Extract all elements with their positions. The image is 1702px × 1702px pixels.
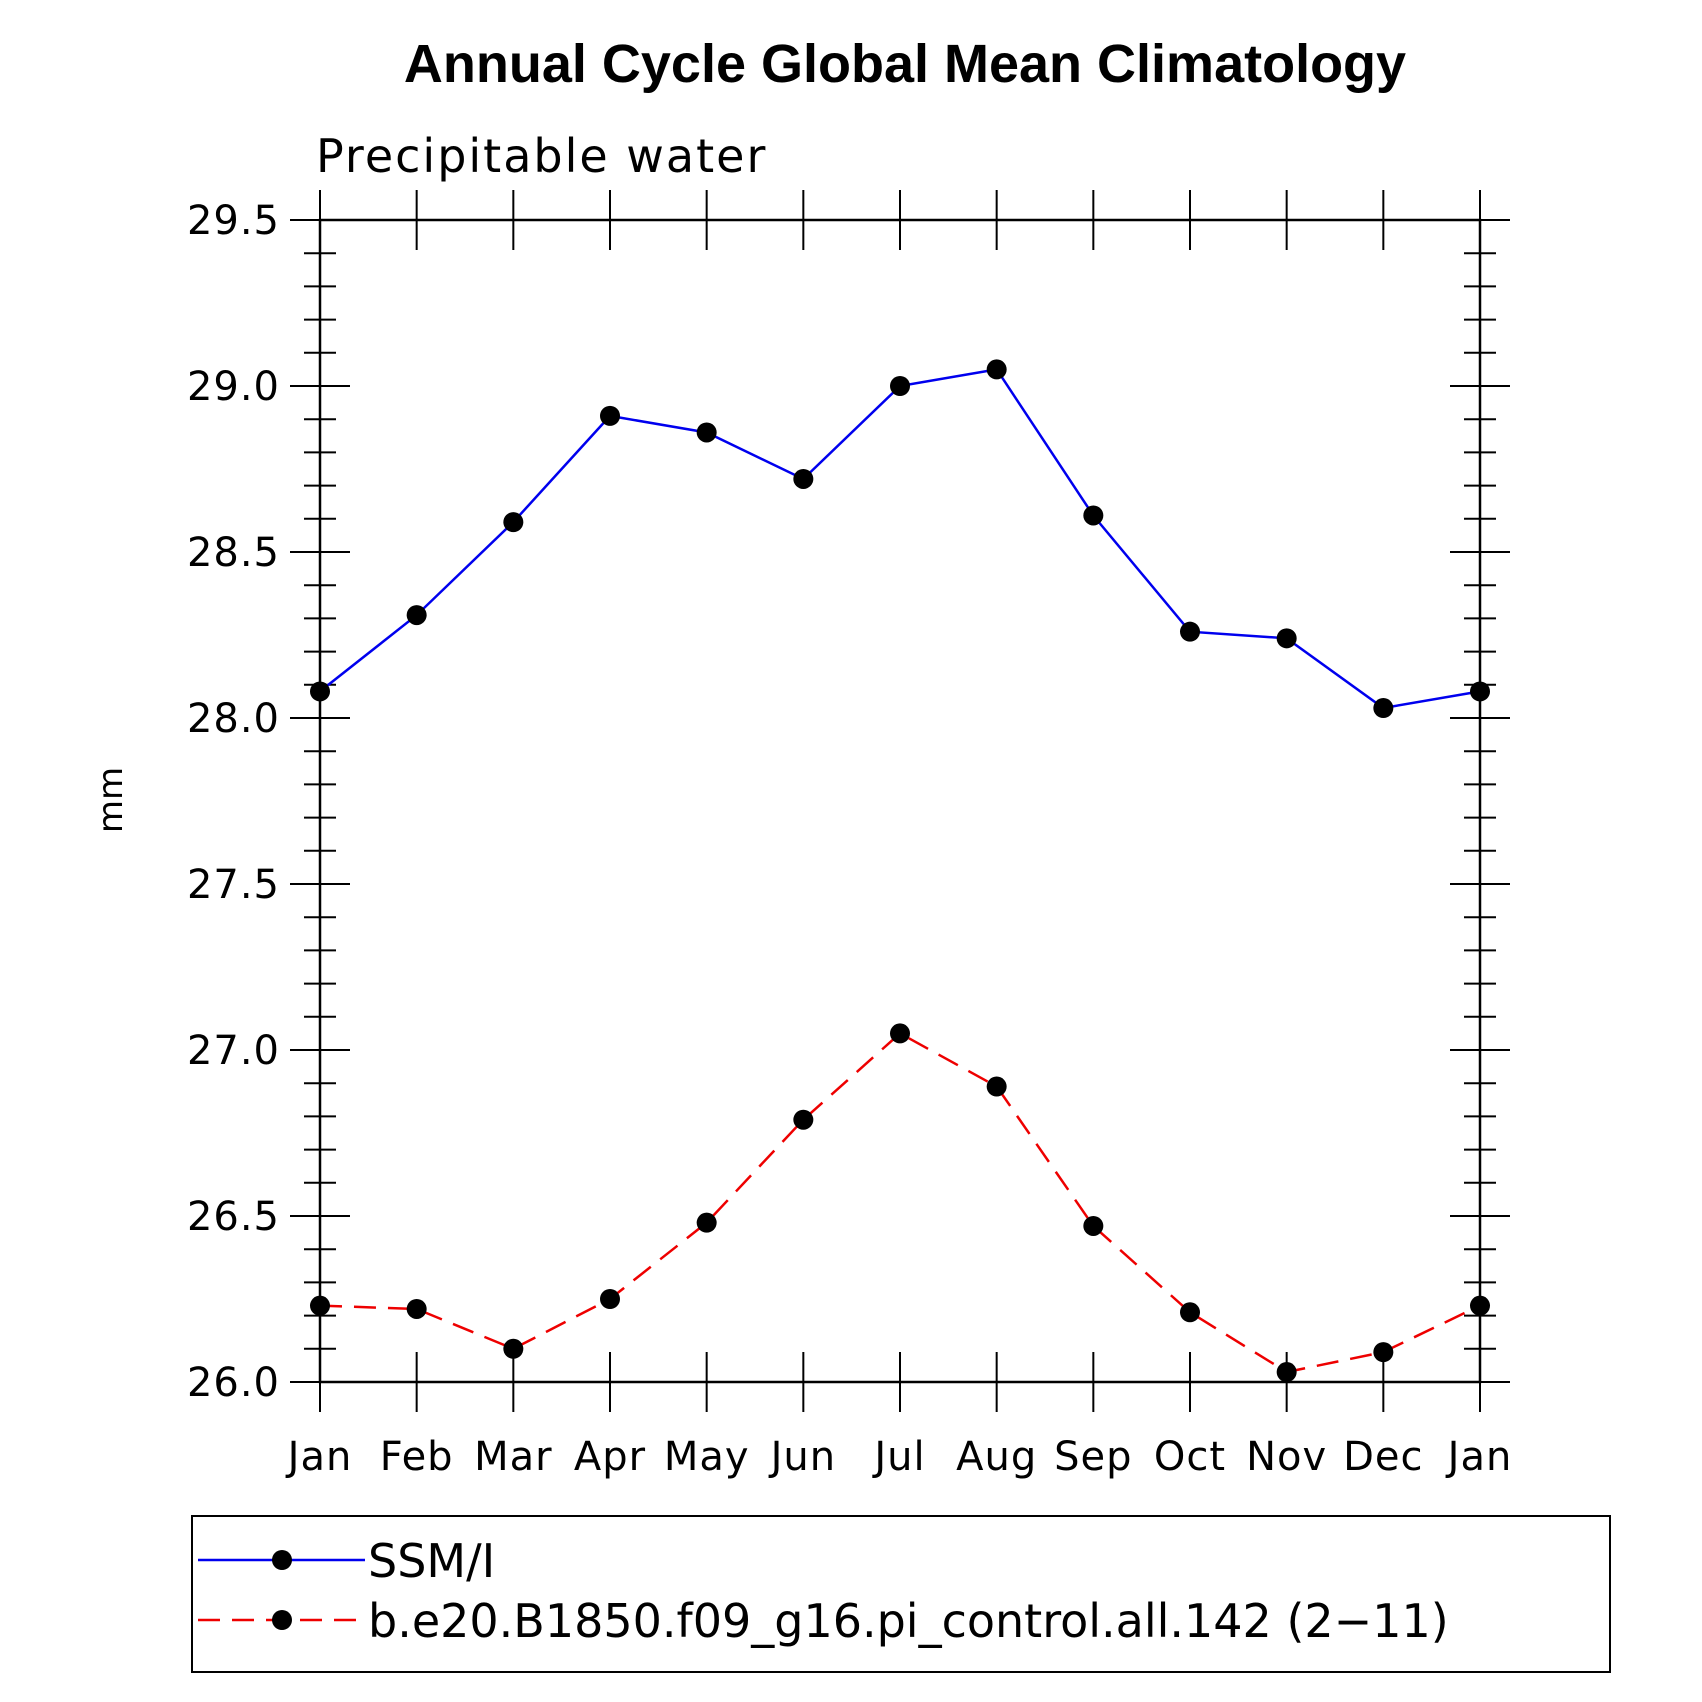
x-tick-label: Aug (956, 1434, 1037, 1480)
data-point (890, 1023, 910, 1044)
data-point (1470, 681, 1490, 702)
data-point (793, 468, 814, 489)
data-point (600, 405, 620, 426)
x-tick-label: Mar (474, 1434, 552, 1480)
data-point (310, 1295, 330, 1316)
legend-marker (272, 1610, 292, 1630)
data-point (986, 359, 1007, 380)
data-point (310, 681, 330, 702)
data-point (696, 1212, 717, 1233)
y-tick-label: 29.0 (187, 364, 280, 410)
y-tick-label: 26.0 (187, 1360, 280, 1406)
series-2 (310, 1023, 1490, 1383)
data-point (503, 1338, 524, 1359)
data-point (503, 512, 524, 533)
data-point (406, 605, 427, 626)
y-tick-label: 26.5 (187, 1194, 280, 1240)
data-point (600, 1289, 620, 1309)
y-tick-label: 27.0 (187, 1028, 280, 1074)
series-layer (310, 359, 1490, 1383)
series-line (319, 368, 1481, 710)
data-point (1083, 505, 1104, 526)
data-point (793, 1109, 814, 1130)
x-tick-label: Nov (1246, 1434, 1327, 1480)
x-tick-label: Jan (285, 1434, 353, 1480)
legend-entry-label: b.e20.B1850.f09_g16.pi_control.all.142 (… (368, 1594, 1449, 1648)
data-point (986, 1076, 1007, 1097)
x-tick-label: May (664, 1434, 750, 1480)
legend-entry-label: SSM/I (368, 1534, 495, 1588)
y-tick-label: 27.5 (187, 862, 280, 908)
data-point (406, 1298, 427, 1319)
chart-title: Annual Cycle Global Mean Climatology (404, 34, 1406, 94)
y-tick-label: 28.0 (187, 696, 280, 742)
data-point (890, 376, 910, 396)
data-point (1180, 621, 1200, 642)
legend-box (191, 1515, 1611, 1673)
y-axis-label: mm (91, 767, 131, 833)
y-tick-label: 29.5 (187, 198, 280, 244)
x-tick-label: Jul (871, 1434, 925, 1480)
data-point (1373, 1342, 1394, 1363)
y-tick-label: 28.5 (187, 530, 280, 576)
chart-subtitle: Precipitable water (316, 129, 767, 183)
plot-frame: 26.0 26.5 27.0 27.5 28.0 28.5 29.0 29.5 Jan Feb Ma… (187, 190, 1513, 1480)
series-1 (310, 359, 1490, 719)
x-tick-label: Apr (574, 1434, 646, 1480)
x-tick-label: Feb (380, 1434, 454, 1480)
x-tick-label: Oct (1154, 1434, 1226, 1480)
data-point (1083, 1215, 1104, 1236)
data-point (1180, 1302, 1200, 1323)
data-point (1470, 1295, 1490, 1316)
x-tick-label: Dec (1343, 1434, 1423, 1480)
data-point (1373, 698, 1394, 719)
x-tick-label: Sep (1054, 1434, 1132, 1480)
x-tick-label: Jun (768, 1434, 837, 1480)
x-tick-label: Jan (1445, 1434, 1513, 1480)
data-point (1276, 1362, 1297, 1383)
legend: SSM/I b.e20.B1850.f09_g16.pi_control.all.… (191, 1515, 1611, 1673)
legend-marker (272, 1550, 292, 1570)
data-point (696, 422, 717, 443)
series-line (319, 1031, 1481, 1374)
data-point (1276, 628, 1297, 649)
